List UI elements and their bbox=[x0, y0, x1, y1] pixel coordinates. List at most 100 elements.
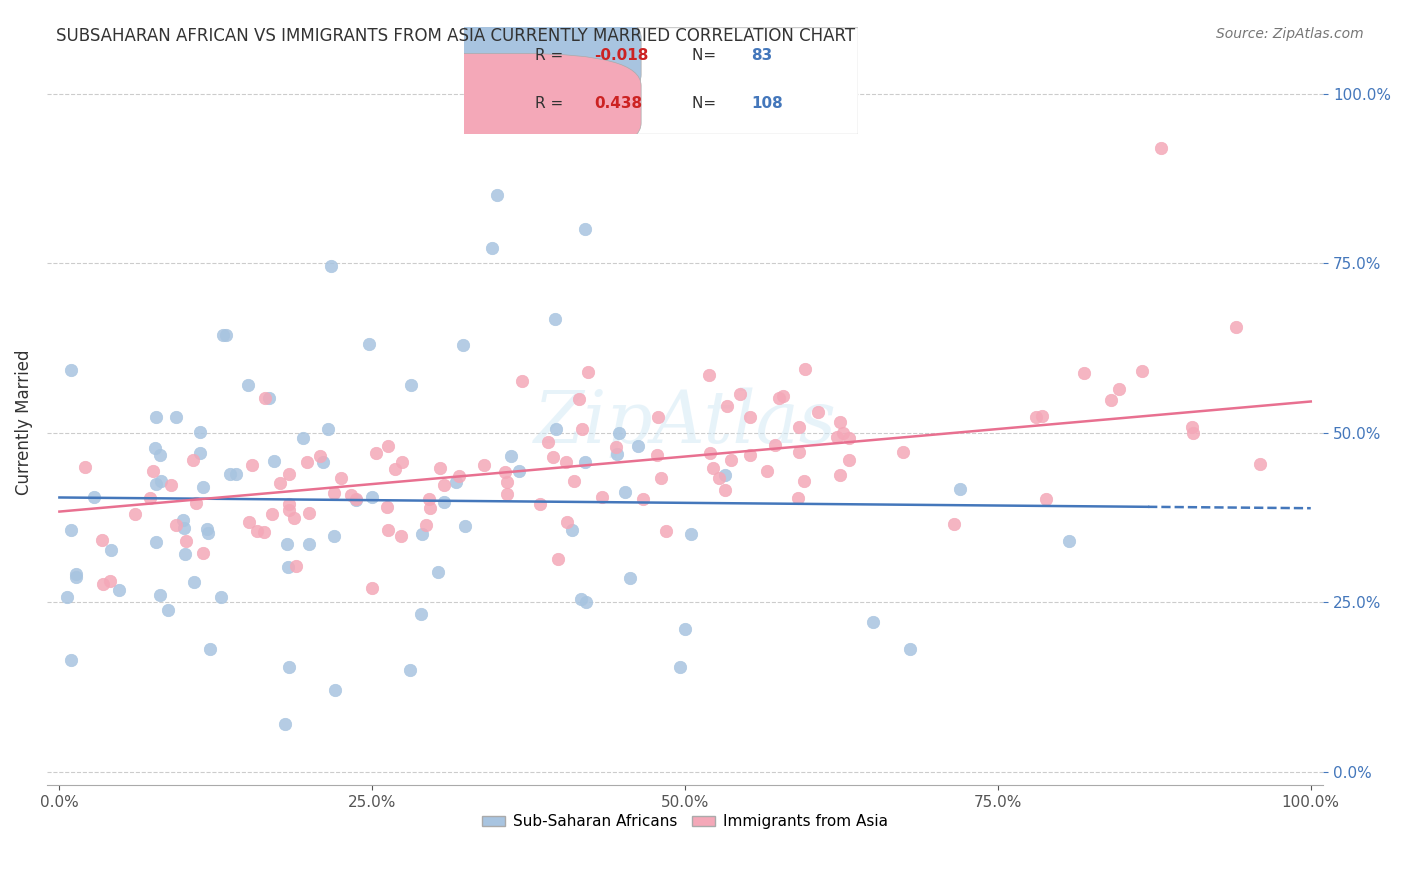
Point bbox=[411, 526, 433, 541]
Point bbox=[73, 460, 96, 475]
Point bbox=[486, 188, 509, 202]
Point bbox=[647, 410, 669, 425]
Point bbox=[145, 535, 167, 549]
Point bbox=[740, 448, 762, 462]
Point bbox=[451, 338, 474, 352]
Point bbox=[384, 461, 406, 475]
Point bbox=[361, 581, 384, 595]
Point bbox=[699, 446, 721, 460]
Point bbox=[142, 465, 165, 479]
Point bbox=[429, 461, 451, 475]
Text: N=: N= bbox=[692, 48, 721, 63]
Point bbox=[344, 491, 367, 506]
Point bbox=[322, 529, 344, 543]
Point bbox=[236, 377, 259, 392]
Point bbox=[605, 440, 627, 454]
Point bbox=[278, 497, 301, 511]
Point bbox=[510, 374, 533, 388]
Point bbox=[707, 471, 730, 485]
Point bbox=[627, 439, 650, 453]
Point bbox=[344, 492, 367, 507]
Text: R =: R = bbox=[534, 96, 572, 112]
Point bbox=[212, 328, 235, 343]
Point bbox=[215, 328, 238, 343]
Point bbox=[544, 312, 567, 326]
Point bbox=[862, 615, 884, 630]
Point bbox=[198, 642, 221, 657]
Point bbox=[547, 551, 569, 566]
Point bbox=[496, 475, 519, 489]
Point bbox=[269, 476, 291, 491]
Point bbox=[444, 475, 467, 489]
Point bbox=[391, 455, 413, 469]
Point bbox=[592, 491, 614, 505]
Legend: Sub-Saharan Africans, Immigrants from Asia: Sub-Saharan Africans, Immigrants from As… bbox=[477, 808, 894, 836]
FancyBboxPatch shape bbox=[357, 54, 641, 155]
Point bbox=[285, 558, 308, 573]
Point bbox=[160, 478, 183, 492]
Point bbox=[546, 421, 568, 435]
Point bbox=[499, 449, 522, 463]
Point bbox=[253, 524, 276, 539]
Point bbox=[278, 660, 301, 674]
Point bbox=[496, 487, 519, 501]
Point bbox=[449, 469, 471, 483]
Point bbox=[569, 592, 592, 607]
Point bbox=[277, 503, 299, 517]
Text: 83: 83 bbox=[751, 48, 773, 63]
Text: -0.018: -0.018 bbox=[593, 48, 648, 63]
Point bbox=[794, 361, 817, 376]
Point bbox=[253, 391, 276, 405]
Point bbox=[720, 453, 742, 467]
Point bbox=[807, 405, 830, 419]
Point bbox=[787, 420, 810, 434]
Point bbox=[191, 480, 214, 494]
Point bbox=[276, 559, 298, 574]
Point bbox=[619, 571, 641, 585]
Point bbox=[1225, 320, 1247, 334]
Point bbox=[273, 717, 295, 731]
Point bbox=[59, 363, 82, 377]
Point bbox=[633, 492, 655, 507]
Point bbox=[60, 653, 83, 667]
Point bbox=[574, 455, 596, 469]
Point bbox=[433, 478, 456, 492]
Point bbox=[756, 464, 779, 478]
Point bbox=[364, 446, 387, 460]
Point bbox=[555, 515, 578, 529]
Point bbox=[647, 448, 669, 462]
Point bbox=[91, 576, 114, 591]
Point bbox=[508, 463, 530, 477]
Point bbox=[107, 582, 129, 597]
Point bbox=[297, 507, 319, 521]
Point bbox=[259, 392, 281, 406]
Point bbox=[825, 429, 848, 443]
Point bbox=[419, 501, 441, 516]
Point bbox=[377, 524, 399, 538]
Point bbox=[330, 471, 353, 485]
Text: Source: ZipAtlas.com: Source: ZipAtlas.com bbox=[1216, 27, 1364, 41]
Point bbox=[172, 513, 194, 527]
Point bbox=[716, 400, 738, 414]
Point bbox=[1182, 426, 1205, 441]
Point bbox=[321, 259, 343, 273]
Point bbox=[494, 466, 516, 480]
Point bbox=[1149, 141, 1171, 155]
Point bbox=[614, 484, 637, 499]
Point bbox=[575, 595, 598, 609]
Point bbox=[571, 422, 593, 436]
Point bbox=[209, 591, 232, 605]
Point bbox=[427, 565, 450, 579]
Point bbox=[838, 453, 860, 467]
Point bbox=[323, 486, 346, 500]
Point bbox=[1181, 420, 1204, 434]
Text: ZipAtlas: ZipAtlas bbox=[534, 387, 837, 458]
Point bbox=[472, 458, 495, 473]
Point bbox=[561, 524, 583, 538]
Point bbox=[389, 528, 412, 542]
Point bbox=[277, 467, 299, 481]
Point bbox=[59, 523, 82, 537]
Point bbox=[375, 500, 398, 514]
Point bbox=[56, 591, 79, 605]
Y-axis label: Currently Married: Currently Married bbox=[15, 350, 32, 495]
